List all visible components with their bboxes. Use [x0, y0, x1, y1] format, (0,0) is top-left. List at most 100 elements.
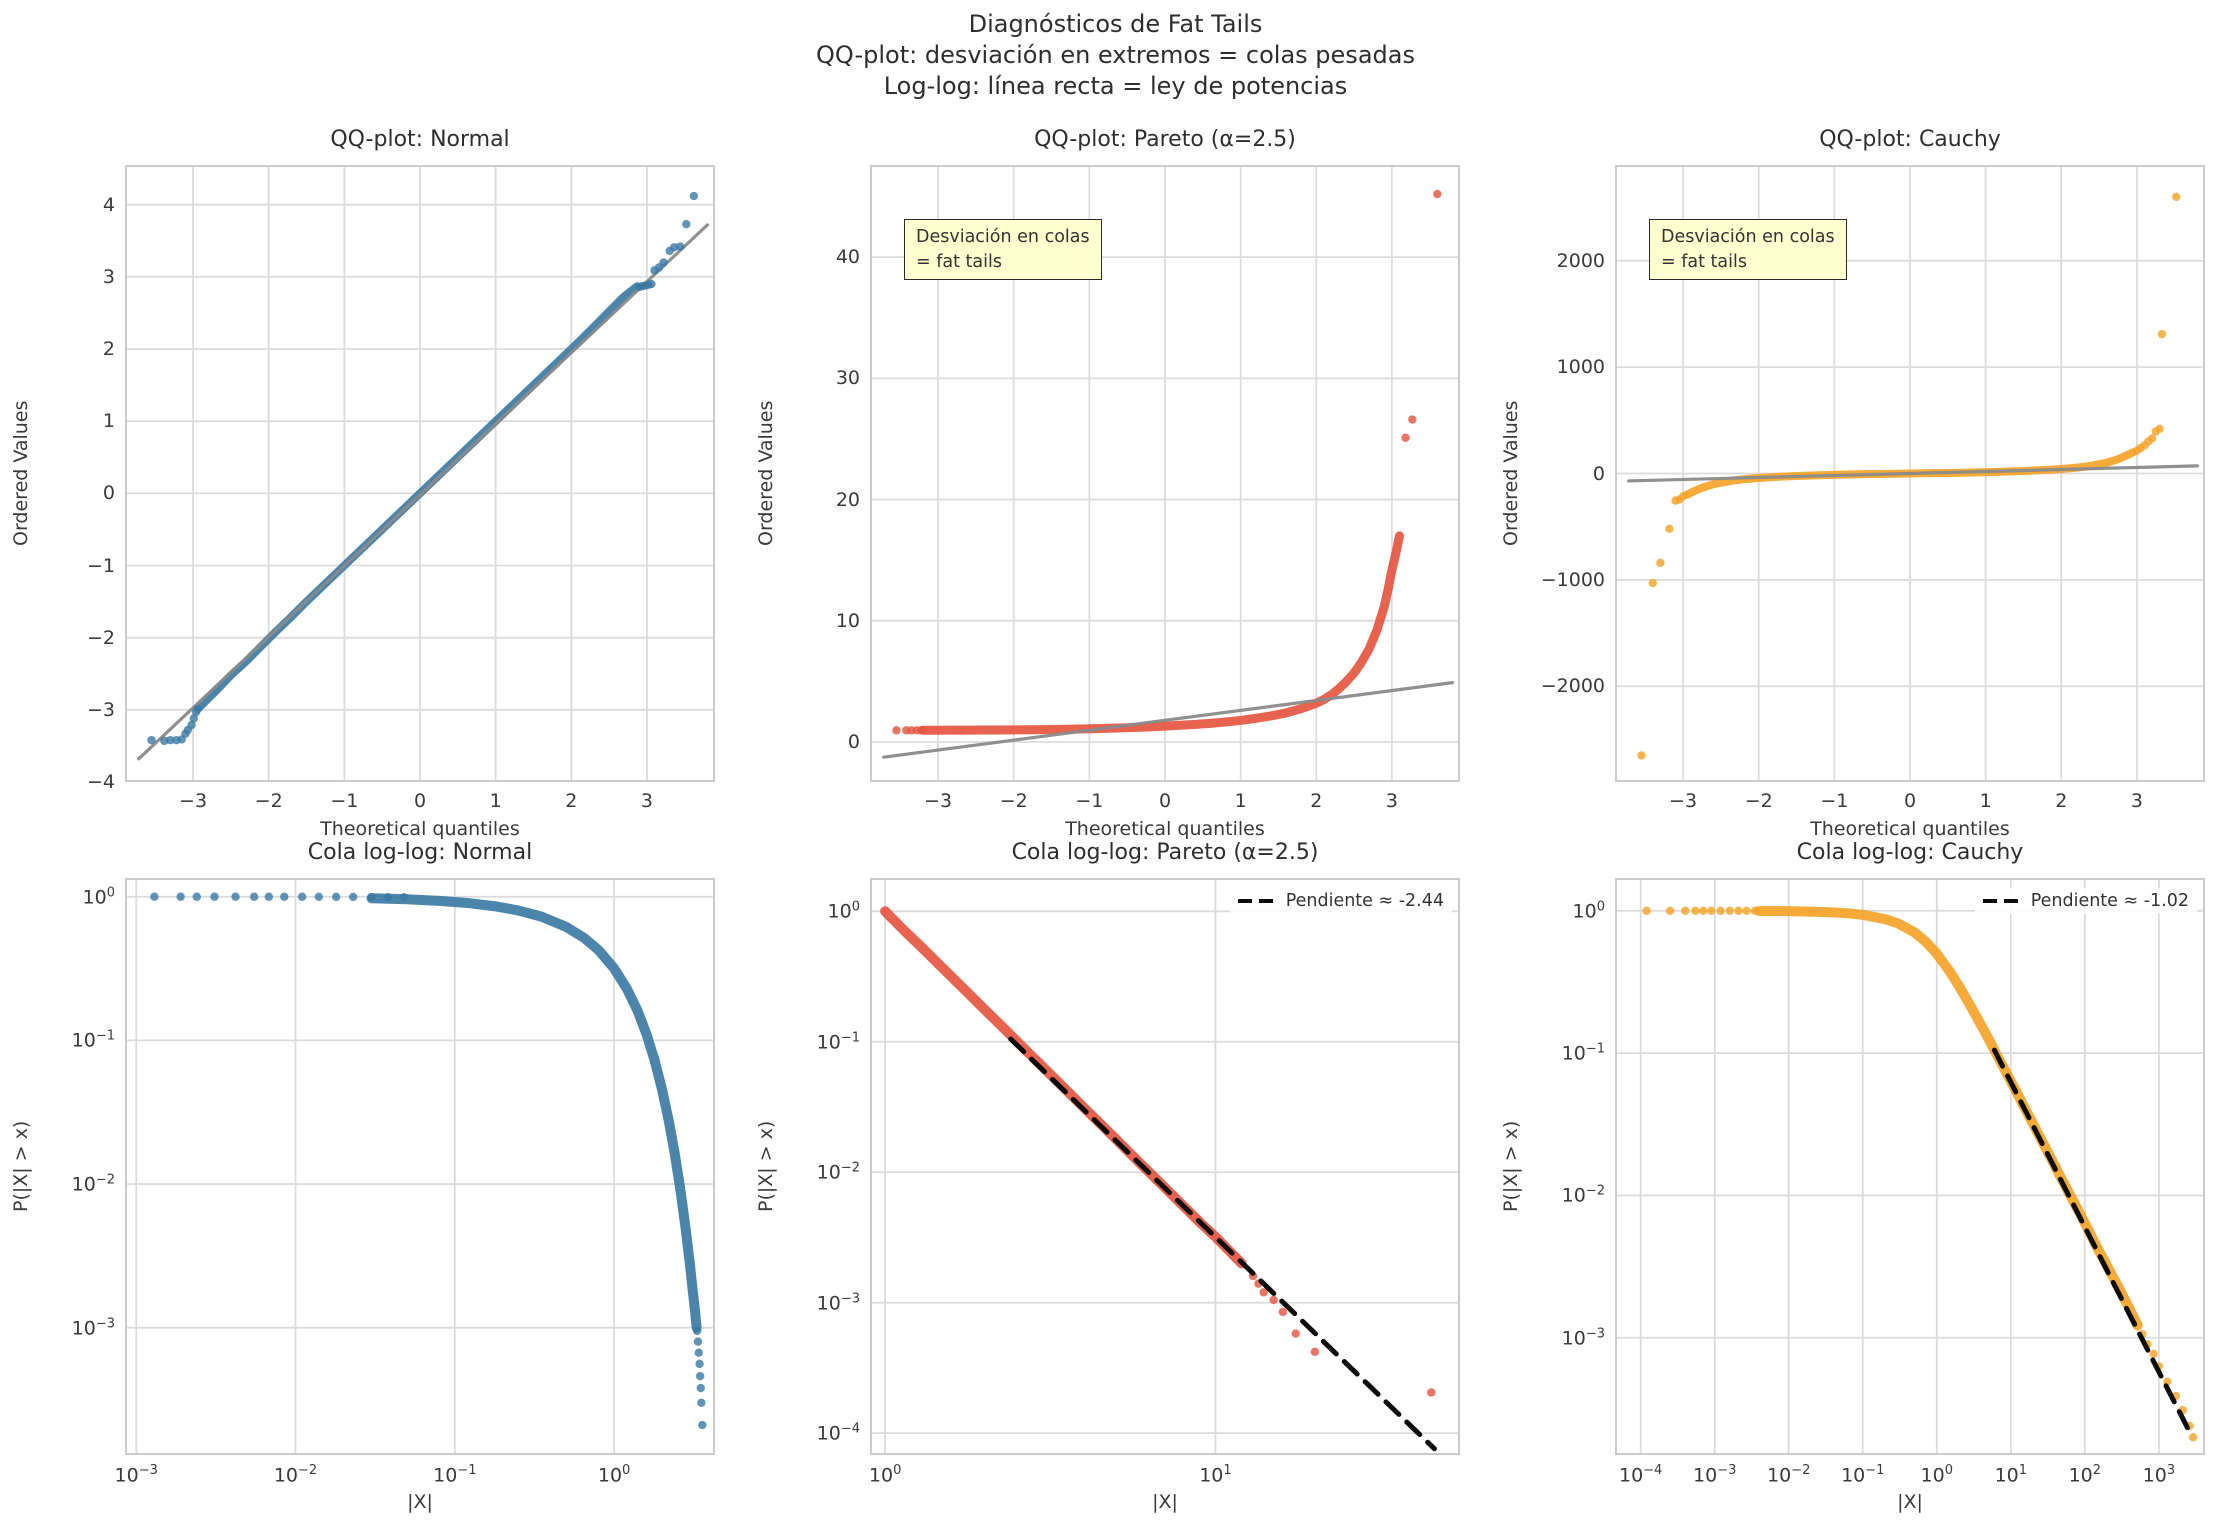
- x-tick-label: −3: [924, 790, 953, 812]
- y-tick-label: 3: [102, 265, 115, 288]
- x-axis-label: Theoretical quantiles: [320, 818, 520, 840]
- y-tick-label: 100: [82, 885, 115, 909]
- x-tick-label: 10−1: [433, 1463, 477, 1487]
- y-tick-label: 1000: [1556, 356, 1605, 379]
- y-tick-label: 10−2: [1561, 1183, 1605, 1208]
- y-tick-label: 10−1: [816, 1030, 860, 1054]
- x-tick-label: 3: [640, 790, 653, 812]
- subplot-title: Cola log-log: Cauchy: [1796, 840, 2024, 865]
- y-tick-label: −1: [86, 554, 115, 577]
- x-tick-label: 0: [1158, 790, 1172, 812]
- y-tick-label: 10−3: [1561, 1326, 1605, 1350]
- x-tick-label: 100: [868, 1463, 902, 1487]
- annotation-line-2: = fat tails: [916, 251, 1002, 272]
- x-tick-label: 2: [1310, 790, 1323, 812]
- x-tick-label: 101: [1199, 1463, 1232, 1487]
- y-tick-label: 10−3: [71, 1316, 115, 1340]
- subplot-loglog-pareto: Cola log-log: Pareto (α=2.5) P(|X| > x) …: [755, 840, 1460, 1513]
- subplot-title: QQ-plot: Pareto (α=2.5): [1034, 127, 1296, 152]
- y-tick-label: −2000: [1540, 675, 1605, 698]
- x-tick-label: −2: [999, 790, 1028, 812]
- y-tick-label: −3: [86, 698, 115, 721]
- x-axis-label: |X|: [1152, 1491, 1178, 1513]
- x-axis-label: |X|: [407, 1491, 433, 1513]
- subplot-qq-normal: QQ-plot: Normal Ordered Values Theoretic…: [10, 127, 715, 840]
- figure-title-line-3: Log-log: línea recta = ley de potencias: [883, 72, 1348, 100]
- y-tick-label: 0: [1592, 462, 1605, 485]
- y-tick-label: 10−1: [71, 1028, 115, 1053]
- x-tick-label: 0: [413, 790, 427, 812]
- annotation-fat-tails: Desviación en colas = fat tails: [904, 219, 1102, 280]
- x-tick-label: 10−3: [1693, 1463, 1737, 1487]
- x-tick-label: −1: [1075, 790, 1104, 812]
- y-axis-label: P(|X| > x): [10, 1120, 32, 1213]
- plot-canvas-loglog-cauchy: [1615, 878, 2205, 1455]
- x-tick-label: 102: [2068, 1463, 2102, 1487]
- x-tick-label: 100: [597, 1463, 631, 1487]
- x-tick-label: 101: [1994, 1463, 2028, 1487]
- y-tick-label: 10−4: [816, 1421, 860, 1445]
- y-tick-label: 30: [835, 367, 860, 390]
- subplot-qq-pareto: QQ-plot: Pareto (α=2.5) Ordered Values T…: [755, 127, 1460, 840]
- x-tick-label: 1: [489, 790, 502, 812]
- annotation-fat-tails: Desviación en colas = fat tails: [1649, 219, 1847, 280]
- x-tick-label: 10−3: [114, 1463, 158, 1487]
- y-tick-label: −2: [86, 626, 115, 649]
- y-tick-label: 40: [835, 246, 860, 269]
- y-tick-label: 10−1: [1561, 1041, 1605, 1065]
- y-tick-label: 0: [847, 730, 860, 753]
- annotation-line-2: = fat tails: [1661, 251, 1747, 272]
- y-tick-label: 100: [1572, 899, 1605, 923]
- x-tick-label: 10−4: [1618, 1463, 1663, 1487]
- x-tick-label: 2: [2055, 790, 2068, 812]
- y-tick-label: 1: [102, 410, 115, 433]
- annotation-line-1: Desviación en colas: [916, 227, 1090, 247]
- subplot-title: Cola log-log: Pareto (α=2.5): [1011, 840, 1319, 865]
- plot-canvas-loglog-normal: [125, 878, 715, 1455]
- x-tick-label: 10−2: [273, 1463, 318, 1487]
- figure-title-line-1: Diagnósticos de Fat Tails: [968, 10, 1263, 38]
- legend-label: Pendiente ≈ -2.44: [1285, 891, 1444, 911]
- legend: Pendiente ≈ -1.02: [1974, 888, 2197, 914]
- subplot-loglog-cauchy: Cola log-log: Cauchy P(|X| > x) |X| Pend…: [1500, 840, 2205, 1513]
- figure-title: Diagnósticos de Fat Tails QQ-plot: desvi…: [0, 9, 2231, 102]
- x-tick-label: 10−2: [1767, 1463, 1811, 1487]
- dashed-line-swatch: [1237, 899, 1274, 903]
- subplot-title: QQ-plot: Normal: [330, 127, 510, 152]
- x-tick-label: −2: [254, 790, 283, 812]
- legend: Pendiente ≈ -2.44: [1229, 888, 1452, 914]
- y-axis-label: Ordered Values: [1500, 400, 1522, 547]
- y-tick-label: 4: [102, 193, 115, 216]
- y-axis-label: P(|X| > x): [1500, 1120, 1522, 1213]
- dashed-line-swatch: [1982, 899, 2019, 903]
- x-tick-label: 2: [565, 790, 578, 812]
- y-tick-label: 2000: [1556, 249, 1605, 272]
- y-tick-label: −1000: [1540, 568, 1605, 591]
- x-axis-label: Theoretical quantiles: [1810, 818, 2010, 840]
- x-tick-label: 3: [1385, 790, 1398, 812]
- x-tick-label: −1: [1820, 790, 1849, 812]
- x-tick-label: 1: [1979, 790, 1992, 812]
- x-tick-label: 103: [2142, 1463, 2176, 1487]
- y-tick-label: 10−2: [816, 1160, 860, 1184]
- x-tick-label: −3: [179, 790, 208, 812]
- y-tick-label: 10: [835, 609, 860, 632]
- y-tick-label: 100: [827, 899, 860, 923]
- x-tick-label: 10−1: [1841, 1463, 1885, 1487]
- y-axis-label: P(|X| > x): [755, 1120, 777, 1213]
- subplot-qq-cauchy: QQ-plot: Cauchy Ordered Values Theoretic…: [1500, 127, 2205, 840]
- y-tick-label: −4: [86, 771, 115, 793]
- figure-title-line-2: QQ-plot: desviación en extremos = colas …: [816, 41, 1415, 69]
- x-tick-label: −2: [1744, 790, 1773, 812]
- annotation-line-1: Desviación en colas: [1661, 227, 1835, 247]
- y-tick-label: 20: [835, 488, 860, 511]
- y-tick-label: 0: [102, 482, 115, 505]
- x-axis-label: |X|: [1897, 1491, 1923, 1513]
- plot-canvas-qq-normal: [125, 165, 715, 782]
- y-tick-label: 10−3: [816, 1291, 860, 1315]
- x-tick-label: 3: [2130, 790, 2143, 812]
- x-tick-label: −3: [1669, 790, 1698, 812]
- x-axis-label: Theoretical quantiles: [1065, 818, 1265, 840]
- y-tick-label: 10−2: [71, 1172, 115, 1196]
